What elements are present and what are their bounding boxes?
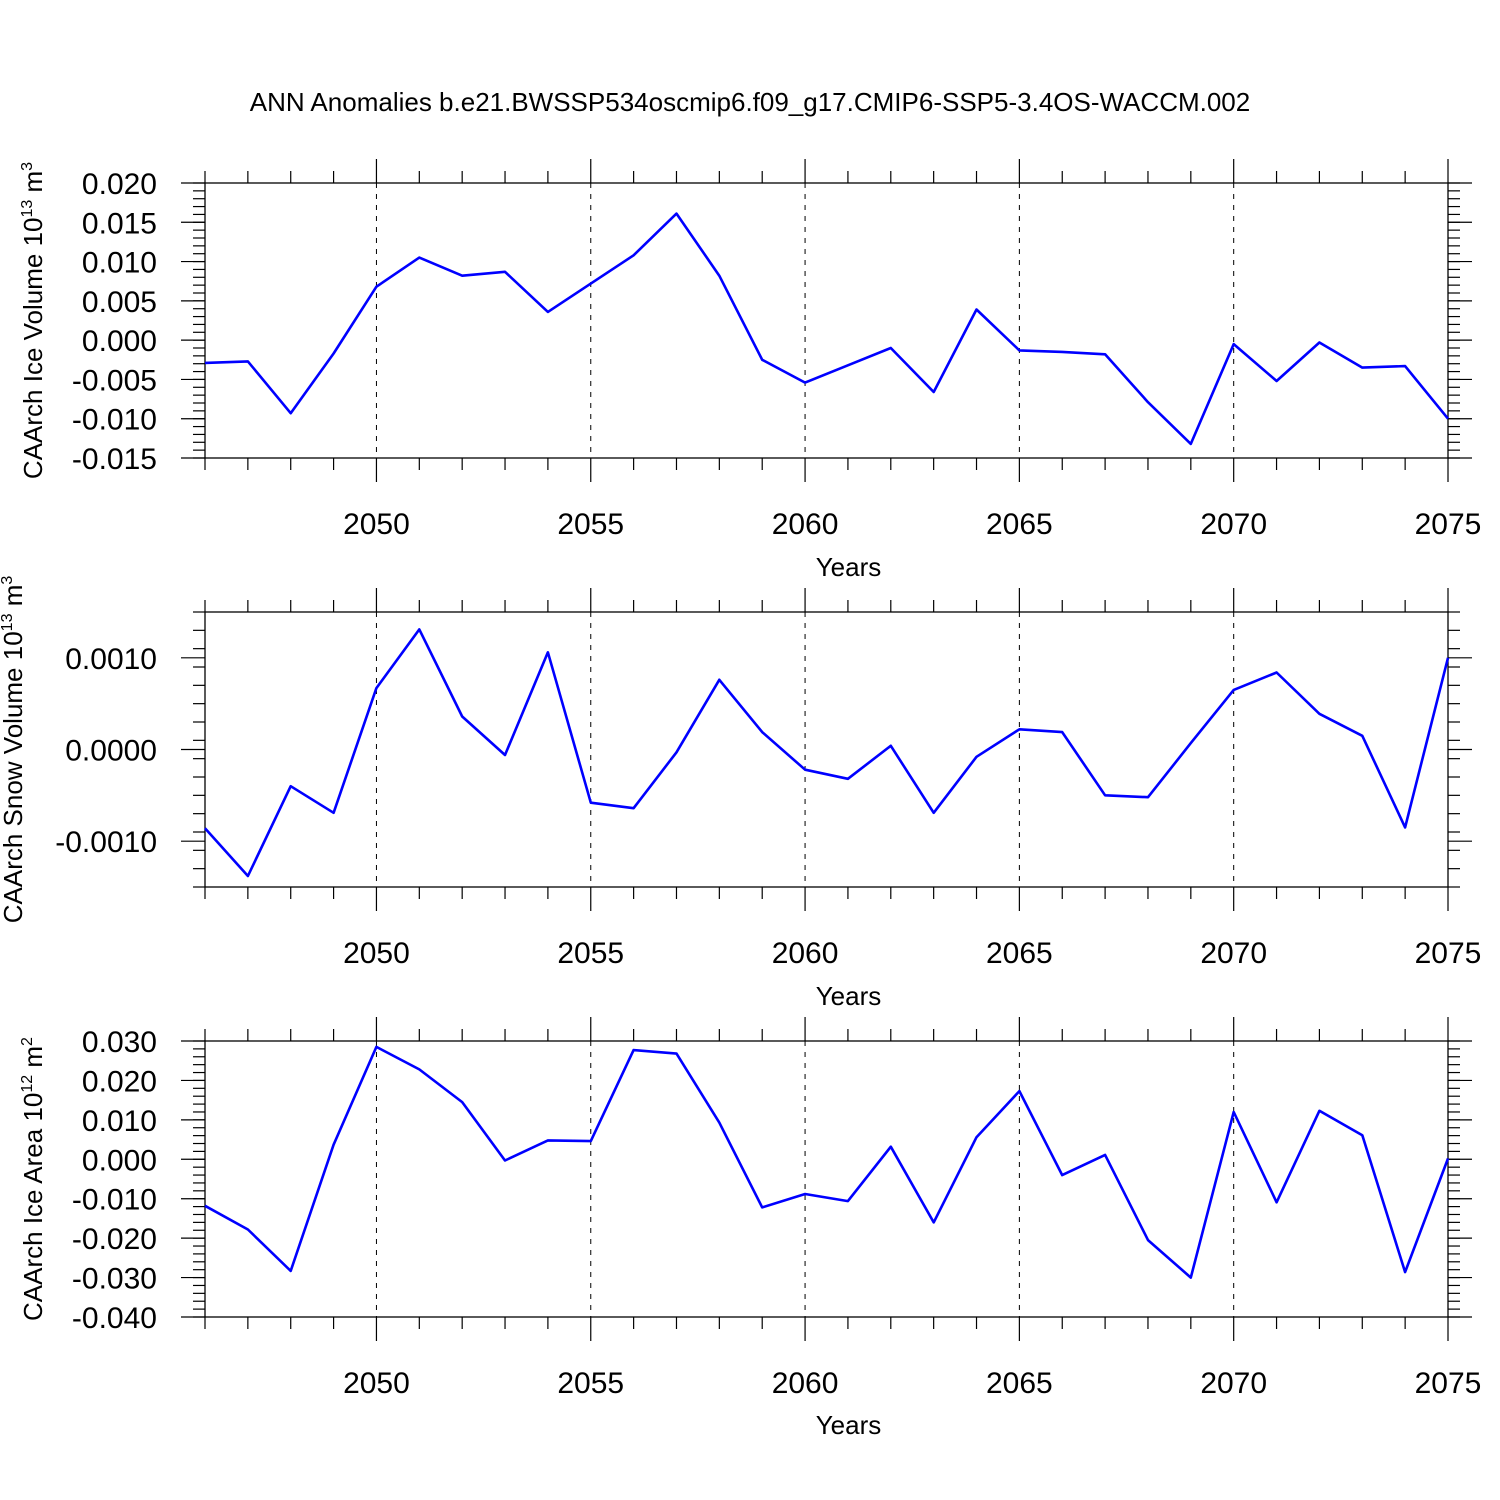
x-tick-label: 2065	[986, 937, 1053, 970]
y-tick-label: 0.020	[82, 168, 157, 201]
y-axis-title-main: CAArch Snow Volume 10	[0, 631, 28, 923]
y-axis-title-unit: m	[18, 171, 48, 200]
series-line	[204, 628, 1450, 878]
x-tick-label: 2075	[1415, 508, 1482, 541]
y-tick-label: -0.010	[72, 404, 157, 437]
series-line	[204, 212, 1450, 446]
y-tick-label: -0.020	[72, 1223, 157, 1256]
y-axis-title-main: CAArch Ice Volume 10	[18, 218, 48, 480]
x-tick-label: 2065	[986, 508, 1053, 541]
x-axis-title: Years	[816, 1410, 882, 1440]
y-tick-label: 0.000	[82, 1144, 157, 1177]
y-tick-label: -0.015	[72, 443, 157, 476]
y-axis-title-exponent: 13	[0, 613, 16, 631]
x-tick-label: 2050	[343, 508, 410, 541]
y-axis-title-exponent: 12	[19, 1075, 36, 1093]
x-tick-label: 2070	[1200, 937, 1267, 970]
x-tick-label: 2060	[772, 937, 839, 970]
y-axis-title-exponent: 13	[19, 200, 36, 218]
y-tick-label: -0.040	[72, 1302, 157, 1335]
y-tick-label: 0.0000	[65, 735, 157, 768]
y-axis-title: CAArch Snow Volume 1013 m3	[0, 576, 28, 924]
panel-snow-volume: -0.0010 0.0000 0.0010 2050 2055 2060 2065 2070 2…	[0, 576, 1481, 1011]
plot-frame	[204, 611, 1449, 888]
y-axis-title-main: CAArch Ice Area 10	[18, 1093, 48, 1321]
plot-frame	[204, 1040, 1449, 1318]
x-axis-title: Years	[816, 552, 882, 582]
panel-ice-area: -0.040 -0.030 -0.020 -0.010 0.000 0.010 0.020 0…	[18, 1017, 1481, 1440]
y-tick-label: 0.005	[82, 286, 157, 319]
y-tick-label: 0.010	[82, 247, 157, 280]
x-tick-label: 2055	[557, 1367, 624, 1400]
y-tick-label: 0.0010	[65, 643, 157, 676]
x-tick-label: 2050	[343, 937, 410, 970]
y-axis-title: CAArch Ice Volume 1013 m3	[18, 162, 48, 479]
y-tick-label: 0.030	[82, 1026, 157, 1059]
y-axis-title: CAArch Ice Area 1012 m2	[18, 1037, 48, 1321]
figure-title: ANN Anomalies b.e21.BWSSP534oscmip6.f09_…	[250, 87, 1250, 117]
y-axis-title-unit-exponent: 3	[0, 576, 16, 585]
x-tick-label: 2060	[772, 1367, 839, 1400]
y-axis-title-unit: m	[18, 1046, 48, 1075]
y-tick-label: -0.005	[72, 364, 157, 397]
x-tick-label: 2060	[772, 508, 839, 541]
y-tick-label: -0.0010	[55, 826, 157, 859]
x-tick-label: 2075	[1415, 1367, 1482, 1400]
x-axis-title: Years	[816, 981, 882, 1011]
x-tick-label: 2055	[557, 508, 624, 541]
y-axis-title-unit-exponent: 2	[19, 1037, 36, 1046]
panel-ice-volume: -0.015 -0.010 -0.005 0.000 0.005 0.010 0.015 0.…	[18, 159, 1481, 582]
x-tick-label: 2070	[1200, 508, 1267, 541]
y-axis-title-unit: m	[0, 585, 28, 614]
x-tick-label: 2070	[1200, 1367, 1267, 1400]
y-tick-label: 0.020	[82, 1065, 157, 1098]
x-tick-label: 2075	[1415, 937, 1482, 970]
y-tick-label: -0.010	[72, 1184, 157, 1217]
series-line	[204, 1045, 1450, 1279]
y-tick-label: -0.030	[72, 1263, 157, 1296]
y-tick-label: 0.015	[82, 207, 157, 240]
y-tick-label: 0.000	[82, 325, 157, 358]
y-tick-label: 0.010	[82, 1105, 157, 1138]
x-tick-label: 2055	[557, 937, 624, 970]
y-axis-title-unit-exponent: 3	[19, 162, 36, 171]
plot-frame	[204, 182, 1449, 459]
x-tick-label: 2050	[343, 1367, 410, 1400]
x-tick-label: 2065	[986, 1367, 1053, 1400]
